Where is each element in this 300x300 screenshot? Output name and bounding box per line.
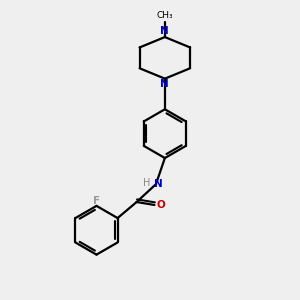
Text: N: N [160, 79, 169, 89]
Text: N: N [154, 179, 163, 189]
Text: N: N [160, 26, 169, 37]
Text: O: O [156, 200, 165, 210]
Text: CH₃: CH₃ [157, 11, 173, 20]
Text: F: F [93, 196, 100, 206]
Text: H: H [143, 178, 151, 188]
